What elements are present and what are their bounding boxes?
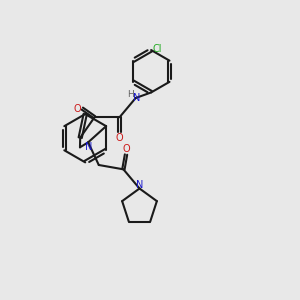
- Text: N: N: [134, 93, 141, 103]
- Text: O: O: [116, 133, 123, 142]
- Text: O: O: [122, 144, 130, 154]
- Text: H: H: [127, 90, 134, 99]
- Text: Cl: Cl: [153, 44, 162, 54]
- Text: N: N: [136, 180, 143, 190]
- Text: O: O: [73, 103, 81, 114]
- Text: N: N: [85, 142, 92, 152]
